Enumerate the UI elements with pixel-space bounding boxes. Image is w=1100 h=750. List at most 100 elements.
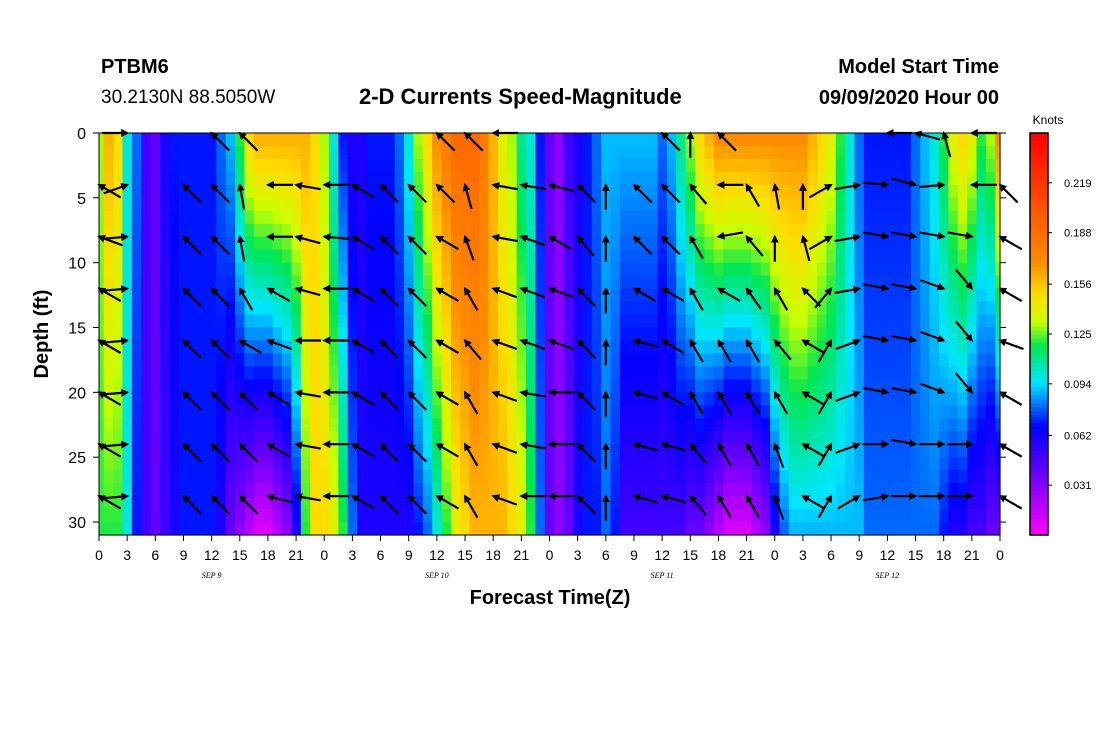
colorbar-segment: [1030, 414, 1048, 420]
heatmap-cell: [507, 262, 518, 277]
heatmap-cell: [863, 314, 874, 329]
colorbar-segment: [1030, 321, 1048, 327]
current-vector: [891, 177, 918, 188]
heatmap-cell: [929, 145, 940, 160]
heatmap-cell: [544, 431, 555, 445]
heatmap-cell: [882, 509, 893, 523]
current-vector: [576, 235, 595, 257]
heatmap-cell: [394, 457, 405, 471]
heatmap-cell: [178, 158, 189, 173]
heatmap-cell: [479, 184, 490, 199]
heatmap-cell: [141, 210, 152, 225]
heatmap-cell: [99, 275, 105, 290]
heatmap-cell: [770, 301, 781, 316]
heatmap-cell: [432, 327, 443, 342]
heatmap-cell: [253, 457, 264, 471]
heatmap-cell: [929, 301, 940, 316]
heatmap-cell: [873, 288, 884, 303]
heatmap-cell: [479, 483, 490, 497]
heatmap-cell: [845, 133, 856, 147]
heatmap-cell: [235, 210, 246, 225]
heatmap-cell: [347, 522, 358, 536]
heatmap-cell: [338, 444, 349, 458]
heatmap-cell: [629, 223, 640, 238]
heatmap-cell: [103, 275, 114, 290]
heatmap-cell: [497, 262, 508, 277]
heatmap-cell: [676, 327, 687, 342]
heatmap-cell: [160, 444, 170, 458]
heatmap-cell: [760, 483, 771, 497]
heatmap-cell: [328, 314, 339, 329]
heatmap-cell: [985, 145, 996, 160]
heatmap-cell: [150, 314, 161, 329]
heatmap-cell: [479, 431, 490, 445]
heatmap-cell: [225, 288, 236, 303]
heatmap-cell: [404, 418, 415, 432]
heatmap-cell: [779, 353, 790, 368]
heatmap-cell: [394, 522, 405, 536]
heatmap-cell: [300, 197, 311, 212]
x-tick-label: 0: [95, 547, 103, 563]
heatmap-cell: [967, 522, 978, 536]
heatmap-cell: [610, 431, 621, 445]
heatmap-cell: [347, 210, 358, 225]
current-vector: [182, 494, 202, 515]
heatmap-cell: [432, 184, 443, 199]
heatmap-cell: [141, 470, 152, 484]
heatmap-cell: [892, 210, 903, 225]
heatmap-cell: [666, 301, 677, 316]
heatmap-cell: [178, 197, 189, 212]
heatmap-cell: [892, 236, 903, 251]
heatmap-cell: [901, 158, 912, 173]
heatmap-cell: [938, 496, 949, 510]
heatmap-cell: [985, 301, 996, 316]
heatmap-cell: [441, 262, 452, 277]
heatmap-cell: [544, 340, 555, 355]
heatmap-cell: [291, 275, 302, 290]
heatmap-cell: [732, 327, 743, 342]
heatmap-cell: [648, 379, 659, 393]
heatmap-cell: [563, 444, 574, 458]
heatmap-cell: [225, 340, 236, 355]
heatmap-cell: [638, 509, 649, 523]
heatmap-cell: [619, 314, 630, 329]
heatmap-cell: [103, 431, 114, 445]
x-tick-label: 18: [711, 547, 727, 563]
heatmap-cell: [995, 327, 1001, 342]
heatmap-cell: [310, 210, 321, 225]
heatmap-cell: [929, 236, 940, 251]
heatmap-cell: [779, 275, 790, 290]
heatmap-cell: [235, 444, 246, 458]
colorbar-tick-label: 0.188: [1064, 228, 1092, 240]
heatmap-cell: [957, 210, 968, 225]
heatmap-cell: [657, 470, 668, 484]
heatmap-cell: [901, 340, 912, 355]
heatmap-cell: [169, 340, 180, 355]
heatmap-cell: [601, 171, 612, 186]
heatmap-cell: [450, 301, 461, 316]
heatmap-cell: [516, 184, 527, 199]
heatmap-cell: [976, 379, 987, 393]
heatmap-cell: [816, 405, 827, 419]
heatmap-cell: [150, 418, 161, 432]
heatmap-cell: [347, 145, 358, 160]
heatmap-cell: [413, 314, 424, 329]
heatmap-cell: [272, 483, 283, 497]
heatmap-cell: [798, 496, 809, 510]
day-label: SEP 12: [876, 571, 900, 580]
heatmap-cell: [526, 288, 537, 303]
current-vector: [998, 338, 1024, 351]
heatmap-cell: [216, 301, 227, 316]
heatmap-cell: [206, 444, 217, 458]
heatmap-cell: [122, 470, 133, 484]
heatmap-cell: [244, 288, 255, 303]
heatmap-cell: [99, 145, 105, 160]
heatmap-cell: [291, 522, 302, 536]
heatmap-cell: [150, 197, 161, 212]
heatmap-cell: [122, 314, 133, 329]
heatmap-cell: [835, 288, 846, 303]
heatmap-cell: [835, 366, 846, 380]
heatmap-cell: [619, 249, 630, 264]
heatmap-cell: [648, 522, 659, 536]
heatmap-cell: [535, 314, 546, 329]
